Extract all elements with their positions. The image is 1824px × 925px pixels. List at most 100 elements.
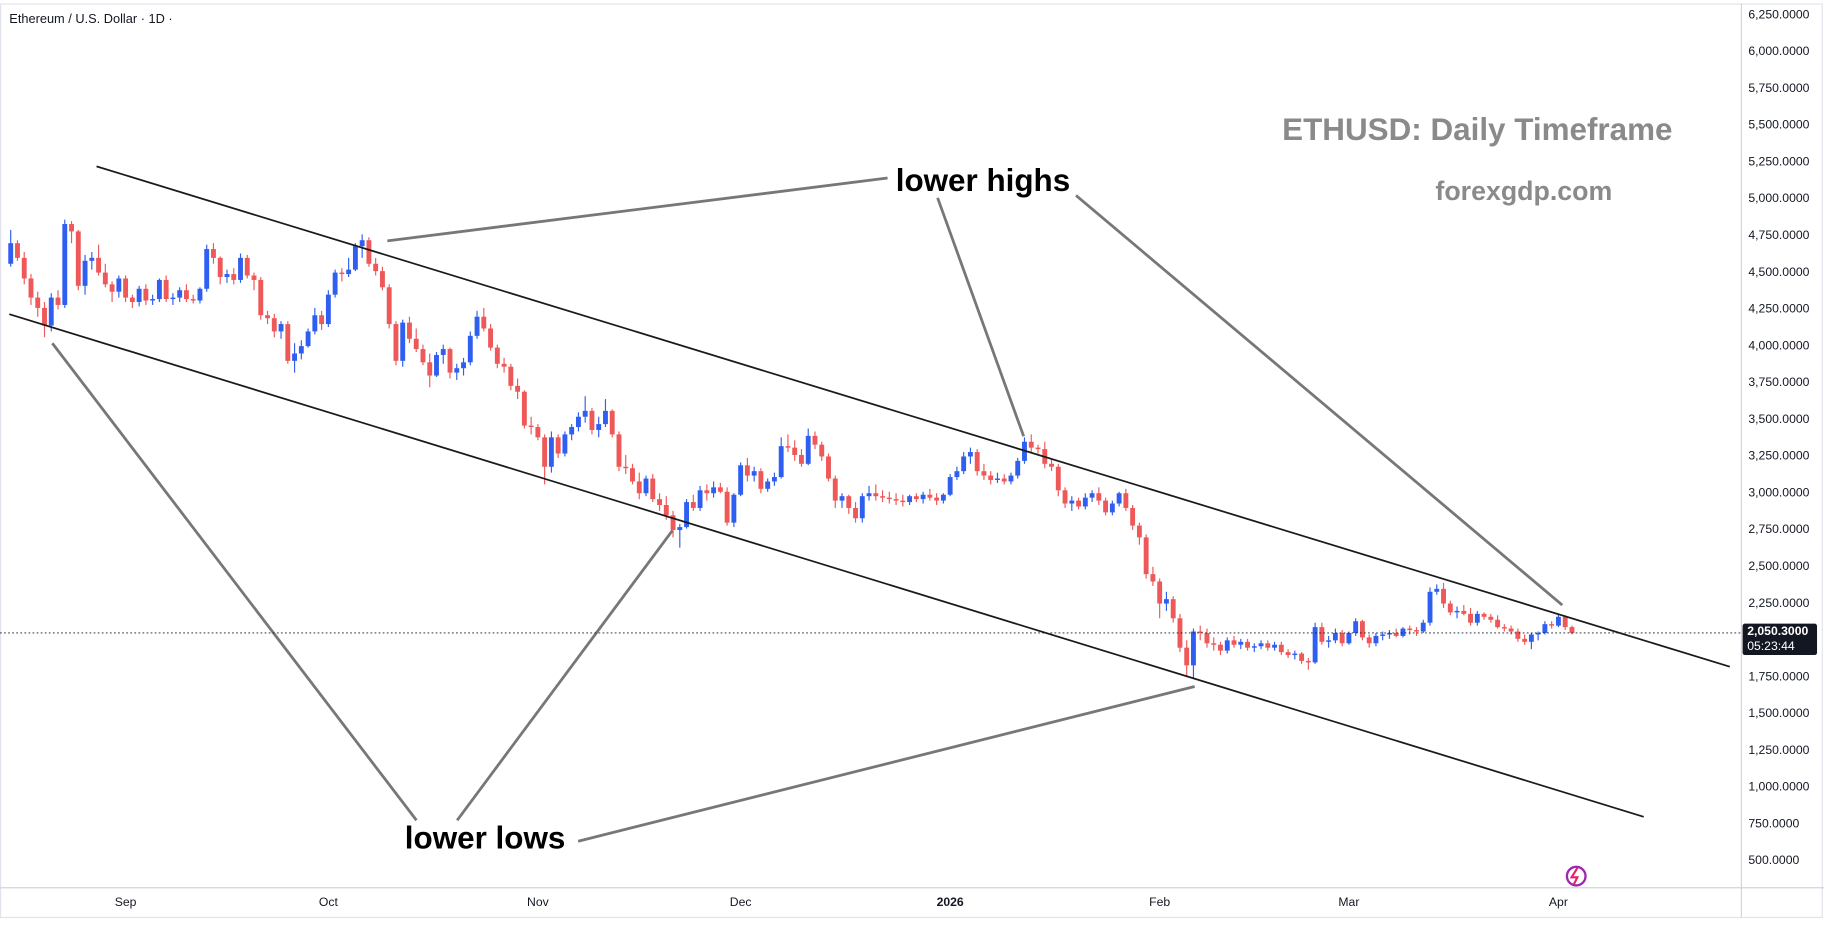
candle-body	[1096, 493, 1102, 501]
candle-body	[501, 363, 507, 367]
candle-body	[1116, 493, 1122, 504]
candle-body	[224, 274, 230, 277]
candle-body	[1359, 621, 1365, 638]
pointer-line	[51, 342, 418, 822]
candle-body	[1069, 500, 1075, 504]
last-price-label: 2,050.3000	[1747, 624, 1808, 638]
candle-body	[109, 284, 115, 292]
candle-body	[1245, 641, 1250, 648]
candle-body	[1231, 640, 1237, 645]
x-tick-label: Feb	[1149, 895, 1170, 909]
candle-body	[231, 274, 237, 280]
candle-body	[1366, 637, 1372, 644]
candle-body	[217, 257, 223, 277]
candle-body	[1218, 644, 1223, 651]
candle-body	[988, 475, 994, 480]
candle-body	[170, 297, 176, 300]
candle-body	[366, 240, 372, 264]
candle-body	[156, 279, 162, 300]
candle-body	[771, 477, 777, 482]
candle-body	[332, 272, 338, 295]
candle-body	[717, 487, 723, 492]
candle-body	[846, 496, 852, 508]
candle-body	[670, 515, 676, 531]
candle-body	[15, 243, 20, 258]
candle-body	[62, 224, 68, 305]
pointer-line	[936, 197, 1025, 437]
annotation: lower highs	[896, 163, 1070, 198]
candle-body	[1312, 627, 1318, 663]
lower-channel-line	[9, 313, 1644, 818]
candle-body	[535, 427, 541, 438]
candle-body	[886, 497, 892, 500]
chart-heading: ETHUSD: Daily Timeframe	[1282, 112, 1672, 147]
bar-countdown: 05:23:44	[1747, 639, 1795, 653]
candle-body	[1055, 466, 1061, 491]
candle-body	[1211, 643, 1217, 645]
candle-body	[1400, 628, 1406, 636]
candle-body	[812, 435, 818, 445]
annotation: lower lows	[405, 820, 566, 855]
candle-body	[1123, 493, 1129, 508]
candle-body	[778, 446, 784, 478]
candle-body	[1136, 525, 1142, 538]
candle-body	[1001, 478, 1007, 482]
candle-body	[238, 257, 243, 280]
candle-body	[1393, 632, 1399, 636]
candle-body	[359, 240, 365, 247]
candle-body	[96, 257, 102, 273]
y-tick-label: 2,500.0000	[1748, 559, 1809, 573]
candle-body	[785, 446, 791, 448]
candle-body	[55, 297, 61, 305]
candle-body	[1184, 647, 1190, 666]
candle-body	[1191, 631, 1196, 666]
candle-body	[75, 231, 81, 286]
candle-body	[244, 257, 250, 276]
candle-body	[190, 299, 196, 301]
candle-body	[819, 444, 825, 457]
candle-body	[21, 257, 27, 279]
candle-body	[738, 465, 744, 495]
candle-body	[1015, 460, 1021, 476]
candle-body	[183, 290, 189, 300]
candle-body	[663, 505, 669, 516]
candle-body	[1089, 493, 1095, 498]
y-tick-label: 1,750.0000	[1748, 669, 1809, 683]
candle-body	[305, 331, 311, 347]
candle-body	[569, 427, 575, 435]
candle-body	[379, 271, 385, 288]
candle-body	[934, 497, 940, 501]
symbol-title: Ethereum / U.S. Dollar · 1D ·	[9, 11, 172, 26]
pointer-line	[387, 176, 888, 243]
candle-body	[900, 500, 906, 503]
candle-body	[400, 322, 406, 361]
x-tick-label: Nov	[527, 895, 550, 909]
candle-body	[1285, 652, 1291, 656]
y-tick-label: 5,750.0000	[1748, 81, 1809, 95]
candle-body	[1339, 632, 1345, 644]
candle-body	[731, 494, 737, 523]
y-tick-label: 2,250.0000	[1748, 596, 1809, 610]
candle-body	[1251, 646, 1257, 648]
candle-body	[636, 481, 642, 494]
candle-body	[1035, 447, 1041, 450]
candle-body	[1305, 660, 1311, 663]
candle-body	[853, 507, 858, 519]
candle-body	[325, 294, 331, 325]
candle-body	[1508, 628, 1514, 632]
candle-body	[940, 494, 946, 501]
candle-body	[346, 269, 352, 275]
candle-body	[1515, 631, 1521, 639]
candle-body	[575, 416, 581, 428]
y-tick-label: 6,250.0000	[1748, 7, 1809, 21]
candle-body	[1332, 632, 1338, 641]
candle-body	[386, 287, 392, 325]
candle-body	[393, 324, 399, 361]
candle-body	[69, 224, 74, 232]
candle-body	[765, 481, 771, 489]
candle-body	[292, 353, 298, 361]
candle-body	[1522, 638, 1528, 642]
candle-body	[129, 297, 135, 303]
candle-body	[1387, 632, 1392, 635]
